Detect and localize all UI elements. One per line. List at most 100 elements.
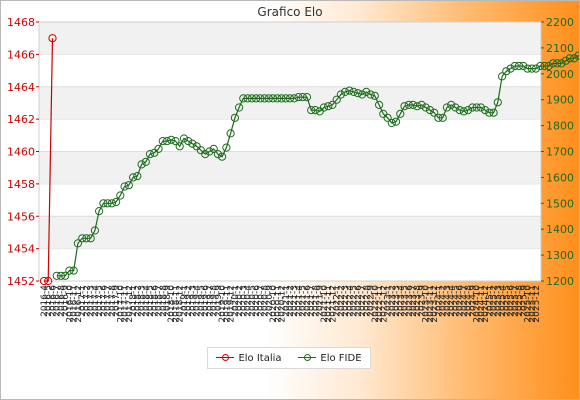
x-tick-label: 2018-10: [167, 285, 177, 323]
data-point-elo-fide: [383, 113, 392, 122]
data-point-elo-fide: [61, 271, 70, 280]
data-point-elo-fide: [133, 172, 142, 181]
right-tick-label: 1700: [546, 146, 574, 159]
data-point-elo-fide: [404, 100, 413, 110]
right-tick-label: 1500: [546, 197, 574, 210]
data-point-elo-fide: [137, 160, 146, 169]
data-point-elo-fide: [175, 142, 184, 151]
data-point-elo-fide: [277, 94, 286, 103]
x-tick-label: 2017-8: [108, 285, 118, 317]
left-tick-label: 1462: [7, 113, 35, 126]
x-tick-label: 2024-5: [451, 285, 461, 317]
data-point-elo-fide: [235, 103, 244, 112]
x-tick-label: 2018-3: [138, 285, 148, 317]
data-point-elo-fide: [451, 103, 460, 112]
band: [39, 86, 541, 120]
x-tick-label: 2021-9: [316, 285, 326, 317]
x-tick-label: 2025-10: [524, 285, 534, 323]
left-tick-label: 1464: [7, 81, 35, 94]
right-tick-label: 1900: [546, 94, 574, 107]
x-tick-label: 2025-4: [498, 285, 508, 317]
x-tick-label: 2018-7: [155, 285, 165, 317]
data-point-elo-fide: [145, 150, 155, 159]
data-point-elo-fide: [527, 64, 536, 73]
data-point-elo-italia: [48, 34, 57, 43]
x-tick-label: 2018-5: [146, 285, 156, 317]
x-tick-label: 2024-9: [468, 285, 478, 317]
x-tick-label: 2020-12: [278, 285, 288, 323]
left-tick-label: 1466: [7, 48, 35, 61]
data-point-elo-fide: [294, 93, 303, 102]
data-point-elo-fide: [332, 95, 341, 104]
x-tick-label: 2024-12: [481, 285, 491, 323]
x-tick-label: 2016-12: [74, 285, 84, 323]
x-tick-label: 2017-3: [87, 285, 97, 317]
x-tick-label: 2025-8: [515, 285, 525, 317]
legend-label-elo-italia: Elo Italia: [238, 352, 282, 364]
legend-marker-elo-italia: [216, 353, 235, 363]
data-point-elo-fide: [349, 87, 358, 97]
data-point-elo-fide: [557, 59, 566, 68]
data-point-elo-fide: [311, 106, 320, 115]
x-tick-label: 2018-9: [163, 285, 173, 317]
x-tick-label: 2019-5: [197, 285, 207, 317]
data-point-elo-fide: [222, 143, 231, 152]
x-tick-label: 2021-7: [307, 285, 317, 317]
x-tick-label: 2017-10: [116, 285, 126, 323]
legend-item-elo-italia[interactable]: Elo Italia: [216, 352, 282, 364]
data-point-elo-fide: [506, 64, 515, 73]
data-point-elo-fide: [413, 102, 422, 111]
left-tick-label: 1454: [7, 243, 35, 256]
x-axis-ticks: 2016-42016-52016-62016-72016-82016-92016…: [40, 285, 542, 323]
x-tick-label: 2023-7: [409, 285, 419, 317]
x-tick-label: 2019-1: [180, 285, 190, 317]
data-point-elo-fide: [540, 61, 549, 71]
x-tick-label: 2017-9: [112, 285, 122, 317]
data-point-elo-fide: [472, 103, 481, 112]
data-point-elo-fide: [69, 266, 78, 275]
x-tick-label: 2019-11: [222, 285, 232, 323]
x-tick-label: 2024-7: [460, 285, 470, 317]
data-point-elo-fide: [184, 137, 193, 146]
data-point-elo-fide: [396, 109, 405, 119]
x-tick-label: 2024-1: [434, 285, 444, 317]
x-tick-label: 2020-4: [244, 285, 254, 317]
data-point-elo-fide: [464, 106, 473, 115]
data-point-elo-fide: [273, 94, 282, 103]
x-tick-label: 2022-7: [358, 285, 368, 317]
legend-item-elo-fide[interactable]: Elo FIDE: [298, 353, 362, 364]
x-tick-label: 2022-8: [362, 285, 372, 317]
series-layer: [39, 34, 579, 286]
right-tick-label: 2200: [546, 16, 574, 29]
data-point-elo-fide: [481, 106, 490, 115]
data-point-elo-fide: [171, 137, 180, 146]
data-point-elo-fide: [510, 61, 519, 71]
x-tick-label: 2022-1: [333, 285, 343, 317]
data-point-elo-fide: [226, 129, 235, 138]
data-point-elo-fide: [243, 94, 252, 103]
data-point-elo-fide: [553, 59, 562, 68]
data-point-elo-fide: [570, 54, 579, 63]
x-tick-label: 2024-6: [456, 285, 466, 317]
data-point-elo-fide: [260, 94, 269, 103]
data-point-elo-fide: [230, 113, 239, 122]
data-point-elo-fide: [158, 137, 167, 146]
band: [39, 151, 541, 184]
x-tick-label: 2022-6: [354, 285, 364, 317]
data-point-elo-fide: [95, 207, 104, 216]
left-tick-label: 1460: [7, 146, 35, 159]
x-tick-label: 2019-3: [188, 285, 198, 317]
x-tick-label: 2021-1: [282, 285, 292, 317]
data-point-elo-fide: [124, 181, 133, 190]
x-tick-label: 2023-5: [401, 285, 411, 317]
x-tick-label: 2025-5: [502, 285, 512, 317]
data-point-elo-fide: [362, 87, 371, 97]
right-tick-label: 2100: [546, 42, 574, 55]
x-tick-label: 2019-6: [201, 285, 211, 317]
x-tick-label: 2019-9: [214, 285, 224, 317]
series-line-elo-italia: [44, 38, 54, 282]
data-point-elo-fide: [256, 94, 265, 103]
x-tick-label: 2017-4: [91, 285, 101, 317]
